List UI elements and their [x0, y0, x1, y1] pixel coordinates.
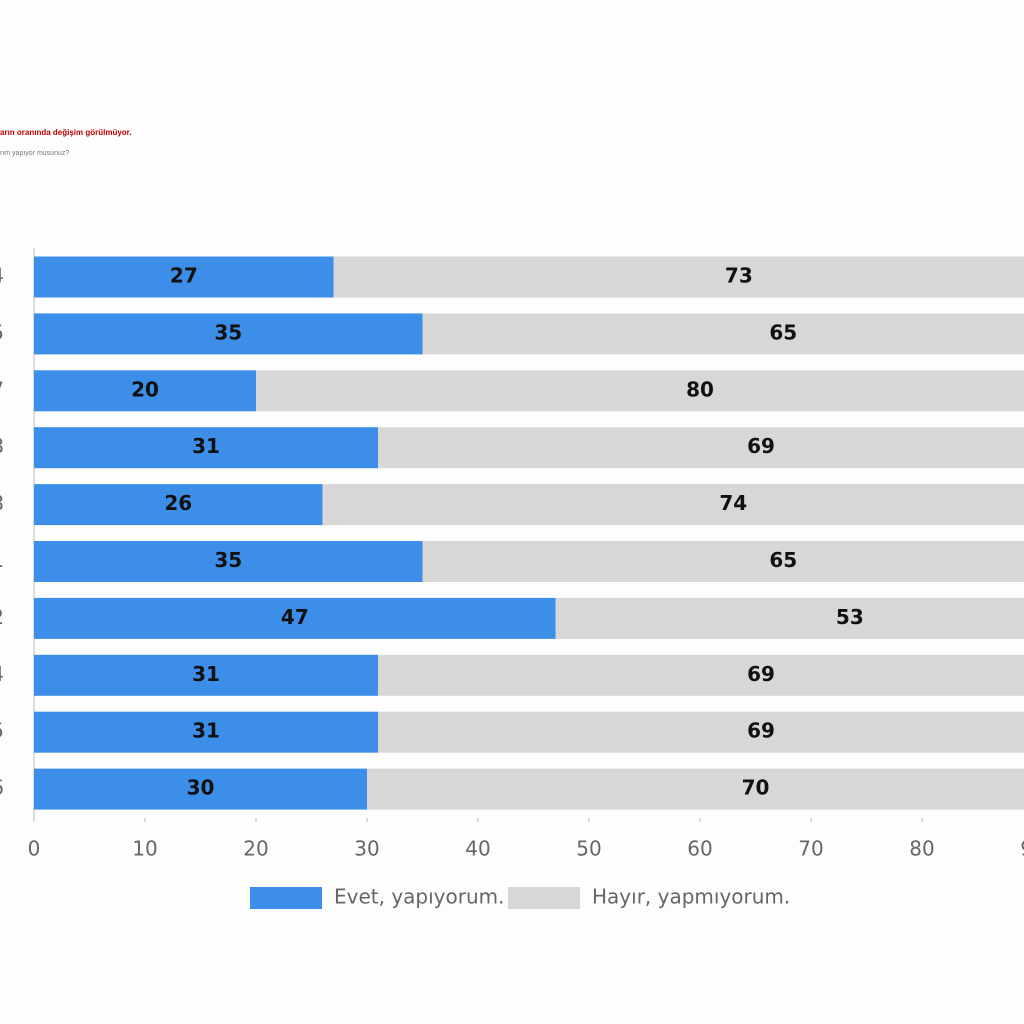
bar-segment [378, 711, 1024, 753]
x-tick-label: 30 [354, 837, 379, 861]
data-label: 35 [214, 548, 242, 572]
chart-title: arın oranında değişim görülmüyor. [0, 128, 132, 137]
data-label: 31 [192, 434, 220, 458]
y-tick-label: 8 [0, 491, 4, 515]
x-tick-label: 50 [576, 837, 601, 861]
data-label: 31 [192, 719, 220, 743]
x-tick-label: 80 [909, 837, 934, 861]
bar-segment [34, 427, 379, 469]
data-label: 27 [170, 264, 198, 288]
bar-segment [34, 597, 556, 639]
legend-swatch [250, 887, 322, 909]
data-label: 70 [742, 776, 770, 800]
x-tick-label: 70 [798, 837, 823, 861]
legend-swatch [508, 887, 580, 909]
bar-segment [333, 256, 1024, 298]
x-tick-label: 10 [132, 837, 157, 861]
bar-segment [34, 370, 256, 412]
bar-segment [34, 313, 423, 355]
bar-segment [378, 427, 1024, 469]
bar-segment [34, 768, 367, 810]
y-tick-label: 5 [0, 719, 4, 743]
data-label: 73 [725, 264, 753, 288]
x-tick-label: 0 [28, 837, 41, 861]
chart-subtitle: rım yapıyor musunuz? [0, 150, 69, 157]
bar-segment [34, 541, 423, 582]
bar-segment [322, 484, 1024, 526]
data-label: 47 [281, 605, 309, 629]
data-label: 69 [747, 434, 775, 458]
y-tick-label: 6 [0, 776, 4, 800]
bar-segment [422, 313, 1024, 355]
data-label: 69 [747, 719, 775, 743]
bar-segment [422, 541, 1024, 582]
x-tick-label: 40 [465, 837, 490, 861]
data-label: 20 [131, 377, 159, 401]
data-label: 69 [747, 662, 775, 686]
data-label: 26 [164, 491, 192, 515]
bar-segment [34, 484, 323, 526]
y-tick-label: 7 [0, 377, 4, 401]
x-tick-label: 90 [1020, 837, 1024, 861]
y-tick-label: 1 [0, 548, 4, 572]
bar-segment [34, 256, 334, 298]
bar-segment [555, 597, 1024, 639]
data-label: 65 [769, 548, 797, 572]
bar-segment [34, 711, 379, 753]
y-tick-label: 5 [0, 320, 4, 344]
data-label: 30 [187, 776, 215, 800]
data-label: 74 [719, 491, 747, 515]
data-label: 53 [836, 605, 864, 629]
data-label: 65 [769, 320, 797, 344]
bar-segment [378, 654, 1024, 696]
y-tick-label: 4 [0, 264, 4, 288]
x-tick-label: 20 [243, 837, 268, 861]
bar-segment [256, 370, 1024, 412]
legend-label: Evet, yapıyorum. [334, 885, 505, 909]
legend-label: Hayır, yapmıyorum. [592, 885, 790, 909]
data-label: 31 [192, 662, 220, 686]
bar-segment [367, 768, 1024, 810]
y-tick-label: 2 [0, 605, 4, 629]
bar-segment [34, 654, 379, 696]
y-tick-label: 8 [0, 434, 4, 458]
y-tick-label: 4 [0, 662, 4, 686]
data-label: 35 [214, 320, 242, 344]
x-tick-label: 60 [687, 837, 712, 861]
data-label: 80 [686, 377, 714, 401]
